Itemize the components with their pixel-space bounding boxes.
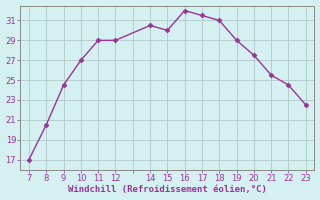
X-axis label: Windchill (Refroidissement éolien,°C): Windchill (Refroidissement éolien,°C) bbox=[68, 185, 267, 194]
